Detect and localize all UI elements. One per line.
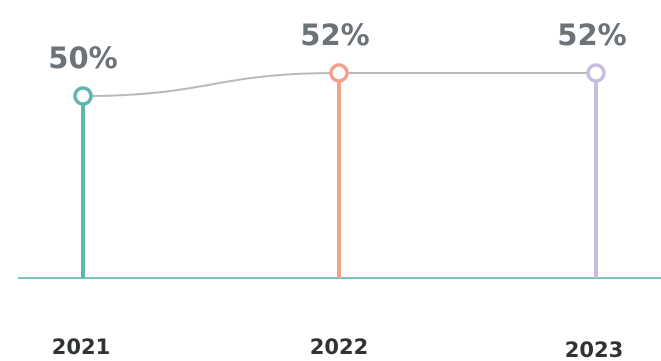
- value-label-2021: 50%: [48, 41, 117, 75]
- marker-2023: [586, 63, 606, 83]
- year-label-2021: 2021: [52, 335, 110, 359]
- marker-2022: [329, 63, 349, 83]
- value-label-2022: 52%: [300, 18, 369, 52]
- value-label-2023: 52%: [557, 18, 626, 52]
- marker-2021: [73, 86, 93, 106]
- year-label-2022: 2022: [310, 335, 368, 359]
- year-label-2023: 2023: [565, 338, 623, 361]
